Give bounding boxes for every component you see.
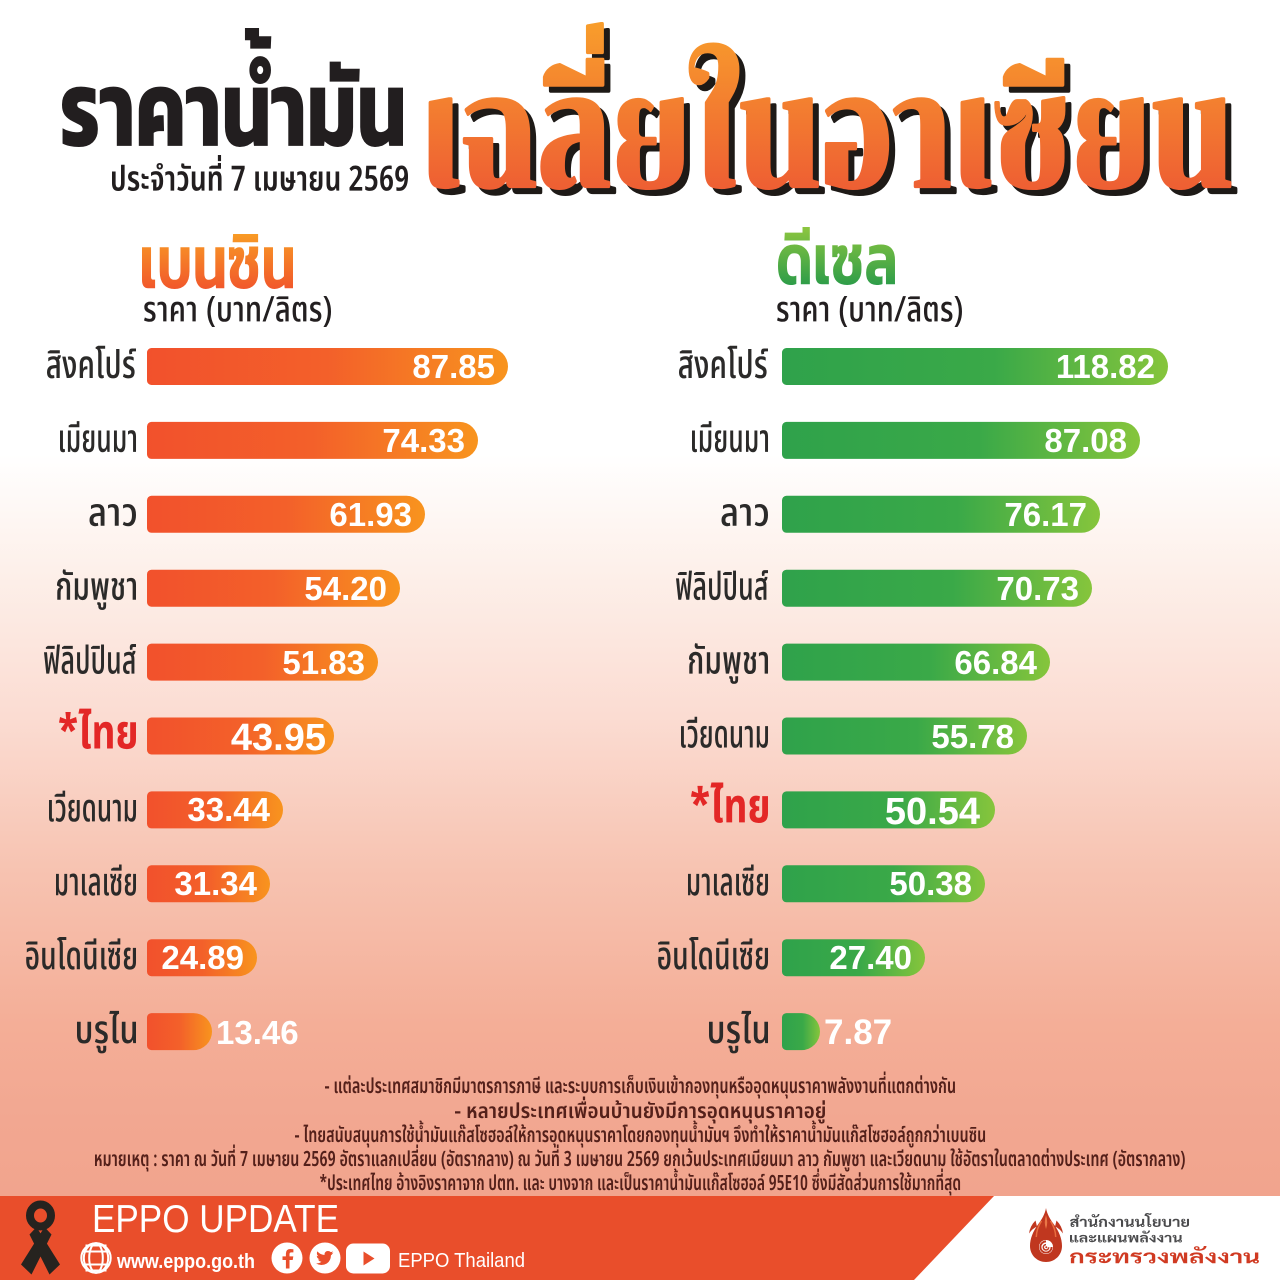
svg-text:76.17: 76.17 [1004,496,1087,533]
svg-text:118.82: 118.82 [1056,348,1155,385]
svg-text:87.85: 87.85 [412,348,495,385]
svg-text:13.46: 13.46 [216,1014,299,1051]
svg-text:55.78: 55.78 [931,718,1014,755]
svg-text:EPPO Thailand: EPPO Thailand [398,1250,525,1272]
svg-text:7.87: 7.87 [824,1013,892,1052]
svg-text:61.93: 61.93 [329,496,412,533]
svg-text:50.54: 50.54 [885,791,980,833]
svg-text:70.73: 70.73 [996,570,1079,607]
svg-text:www.eppo.go.th: www.eppo.go.th [116,1251,255,1273]
svg-text:EPPO UPDATE: EPPO UPDATE [92,1198,339,1241]
svg-text:74.33: 74.33 [382,422,465,459]
svg-text:66.84: 66.84 [954,644,1037,681]
svg-text:33.44: 33.44 [187,791,270,828]
svg-text:24.89: 24.89 [161,939,244,976]
svg-text:31.34: 31.34 [174,865,257,902]
svg-text:51.83: 51.83 [282,644,365,681]
svg-text:43.95: 43.95 [231,717,326,759]
svg-text:50.38: 50.38 [889,865,972,902]
svg-text:27.40: 27.40 [829,939,912,976]
svg-text:87.08: 87.08 [1044,422,1127,459]
svg-text:54.20: 54.20 [304,570,387,607]
